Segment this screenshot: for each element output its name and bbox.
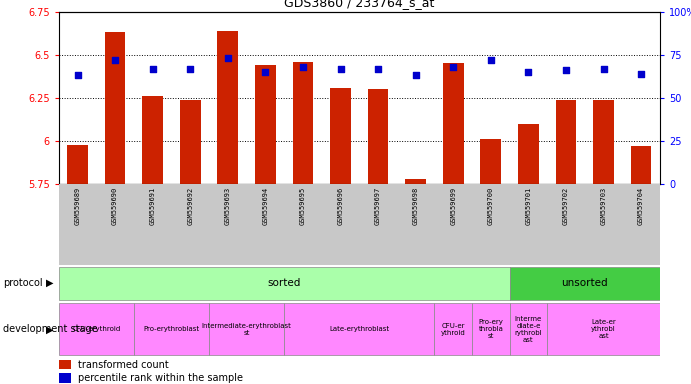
Bar bbox=[255, 65, 276, 184]
Bar bbox=[547, 303, 660, 356]
Bar bbox=[518, 124, 539, 184]
Text: GSM559692: GSM559692 bbox=[187, 187, 193, 225]
Text: Late-er
ythrobl
ast: Late-er ythrobl ast bbox=[591, 319, 616, 339]
Text: GSM559696: GSM559696 bbox=[337, 187, 343, 225]
Text: development stage: development stage bbox=[3, 324, 98, 334]
Point bbox=[560, 67, 571, 73]
Bar bbox=[368, 89, 388, 184]
Text: Pro-erythroblast: Pro-erythroblast bbox=[144, 326, 200, 332]
Bar bbox=[134, 303, 209, 356]
Bar bbox=[480, 139, 501, 184]
Bar bbox=[105, 32, 126, 184]
Bar bbox=[593, 100, 614, 184]
Bar bbox=[472, 303, 509, 356]
Bar bbox=[59, 303, 134, 356]
Bar bbox=[556, 100, 576, 184]
Point bbox=[598, 65, 609, 71]
Bar bbox=[631, 146, 652, 184]
Bar bbox=[67, 144, 88, 184]
Text: Interme
diate-e
rythrobl
ast: Interme diate-e rythrobl ast bbox=[515, 316, 542, 343]
Bar bbox=[435, 303, 472, 356]
Point bbox=[448, 64, 459, 70]
Point bbox=[110, 57, 121, 63]
Bar bbox=[509, 267, 660, 300]
Text: sorted: sorted bbox=[267, 278, 301, 288]
Bar bbox=[284, 303, 435, 356]
Bar bbox=[59, 373, 71, 382]
Text: GSM559697: GSM559697 bbox=[375, 187, 381, 225]
Text: percentile rank within the sample: percentile rank within the sample bbox=[78, 373, 243, 383]
Point bbox=[184, 65, 196, 71]
Point bbox=[485, 57, 496, 63]
Bar bbox=[142, 96, 163, 184]
Text: Pro-ery
throbla
st: Pro-ery throbla st bbox=[478, 319, 503, 339]
Bar bbox=[218, 31, 238, 184]
Text: CFU-er
ythroid: CFU-er ythroid bbox=[441, 323, 466, 336]
Point bbox=[223, 55, 234, 61]
Point bbox=[636, 71, 647, 77]
Text: ▶: ▶ bbox=[46, 324, 53, 334]
Point bbox=[297, 64, 308, 70]
Text: transformed count: transformed count bbox=[78, 360, 169, 370]
Text: GSM559693: GSM559693 bbox=[225, 187, 231, 225]
Point bbox=[410, 72, 422, 78]
Text: GSM559690: GSM559690 bbox=[112, 187, 118, 225]
Bar bbox=[443, 63, 464, 184]
Text: GSM559698: GSM559698 bbox=[413, 187, 419, 225]
Bar bbox=[406, 179, 426, 184]
Bar bbox=[330, 88, 351, 184]
Point bbox=[72, 72, 83, 78]
Text: Late-erythroblast: Late-erythroblast bbox=[329, 326, 390, 332]
Text: GSM559699: GSM559699 bbox=[451, 187, 456, 225]
Point bbox=[147, 65, 158, 71]
Text: GSM559694: GSM559694 bbox=[263, 187, 268, 225]
Text: unsorted: unsorted bbox=[562, 278, 608, 288]
Bar bbox=[180, 100, 200, 184]
Bar bbox=[59, 267, 509, 300]
Text: GSM559700: GSM559700 bbox=[488, 187, 494, 225]
Point bbox=[523, 69, 534, 75]
Point bbox=[260, 69, 271, 75]
Title: GDS3860 / 233764_s_at: GDS3860 / 233764_s_at bbox=[284, 0, 435, 9]
Bar bbox=[209, 303, 284, 356]
Point bbox=[372, 65, 384, 71]
Text: GSM559703: GSM559703 bbox=[600, 187, 607, 225]
Text: GSM559701: GSM559701 bbox=[525, 187, 531, 225]
Text: GSM559695: GSM559695 bbox=[300, 187, 306, 225]
Text: GSM559704: GSM559704 bbox=[638, 187, 644, 225]
Point bbox=[335, 65, 346, 71]
Text: ▶: ▶ bbox=[46, 278, 53, 288]
Bar bbox=[509, 303, 547, 356]
Text: protocol: protocol bbox=[3, 278, 43, 288]
Text: GSM559689: GSM559689 bbox=[75, 187, 81, 225]
Bar bbox=[292, 62, 313, 184]
Text: GSM559691: GSM559691 bbox=[150, 187, 155, 225]
Text: Intermediate-erythroblast
st: Intermediate-erythroblast st bbox=[202, 323, 292, 336]
Text: CFU-erythroid: CFU-erythroid bbox=[72, 326, 120, 332]
Bar bbox=[59, 360, 71, 369]
Text: GSM559702: GSM559702 bbox=[563, 187, 569, 225]
